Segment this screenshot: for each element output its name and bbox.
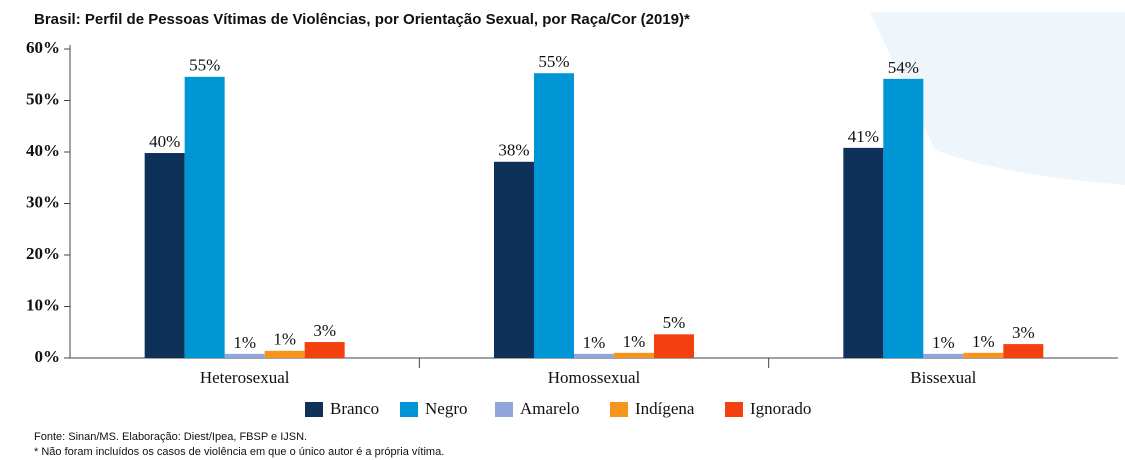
legend-label: Amarelo — [520, 399, 579, 418]
legend-swatch — [610, 402, 628, 417]
data-label: 41% — [848, 127, 879, 146]
bar — [224, 353, 265, 358]
legend-label: Branco — [330, 399, 379, 418]
x-tick-label: Homossexual — [548, 368, 641, 387]
data-label: 1% — [233, 333, 256, 352]
data-label: 54% — [888, 58, 919, 77]
y-tick-label: 50% — [26, 89, 60, 108]
data-label: 3% — [1012, 323, 1035, 342]
y-tick-label: 20% — [26, 244, 60, 263]
legend-label: Negro — [425, 399, 467, 418]
bar — [963, 352, 1004, 358]
y-tick-label: 60% — [26, 38, 60, 57]
source-note: Fonte: Sinan/MS. Elaboração: Diest/Ipea,… — [34, 431, 307, 443]
bar — [654, 334, 694, 358]
background-shape — [870, 12, 1125, 185]
bar — [494, 161, 534, 358]
data-label: 55% — [538, 52, 569, 71]
legend-swatch — [725, 402, 743, 417]
y-tick-label: 10% — [26, 295, 60, 314]
x-tick-label: Heterosexual — [200, 368, 290, 387]
x-tick-label: Bissexual — [910, 368, 976, 387]
legend-swatch — [400, 402, 418, 417]
bar — [304, 342, 345, 358]
bar — [264, 350, 305, 358]
bar — [144, 153, 185, 358]
data-label: 1% — [273, 330, 296, 349]
footnote: * Não foram incluídos os casos de violên… — [34, 446, 444, 458]
y-tick-label: 40% — [26, 141, 60, 160]
data-label: 38% — [498, 141, 529, 160]
y-tick-label: 0% — [35, 347, 61, 366]
bar — [614, 352, 654, 358]
data-label: 55% — [189, 56, 220, 75]
legend-label: Indígena — [635, 399, 695, 418]
bar — [534, 73, 574, 358]
data-label: 1% — [932, 333, 955, 352]
bar — [923, 353, 964, 358]
data-label: 40% — [149, 132, 180, 151]
legend-swatch — [495, 402, 513, 417]
chart-title: Brasil: Perfil de Pessoas Vítimas de Vio… — [34, 11, 690, 28]
bar — [574, 353, 614, 358]
data-label: 5% — [663, 313, 686, 332]
bar — [1003, 344, 1044, 358]
data-label: 3% — [313, 321, 336, 340]
bar — [843, 147, 884, 358]
bar — [184, 76, 225, 358]
legend-label: Ignorado — [750, 399, 811, 418]
data-label: 1% — [972, 332, 995, 351]
bar — [883, 78, 924, 359]
legend-swatch — [305, 402, 323, 417]
y-tick-label: 30% — [26, 192, 60, 211]
data-label: 1% — [583, 333, 606, 352]
data-label: 1% — [623, 332, 646, 351]
